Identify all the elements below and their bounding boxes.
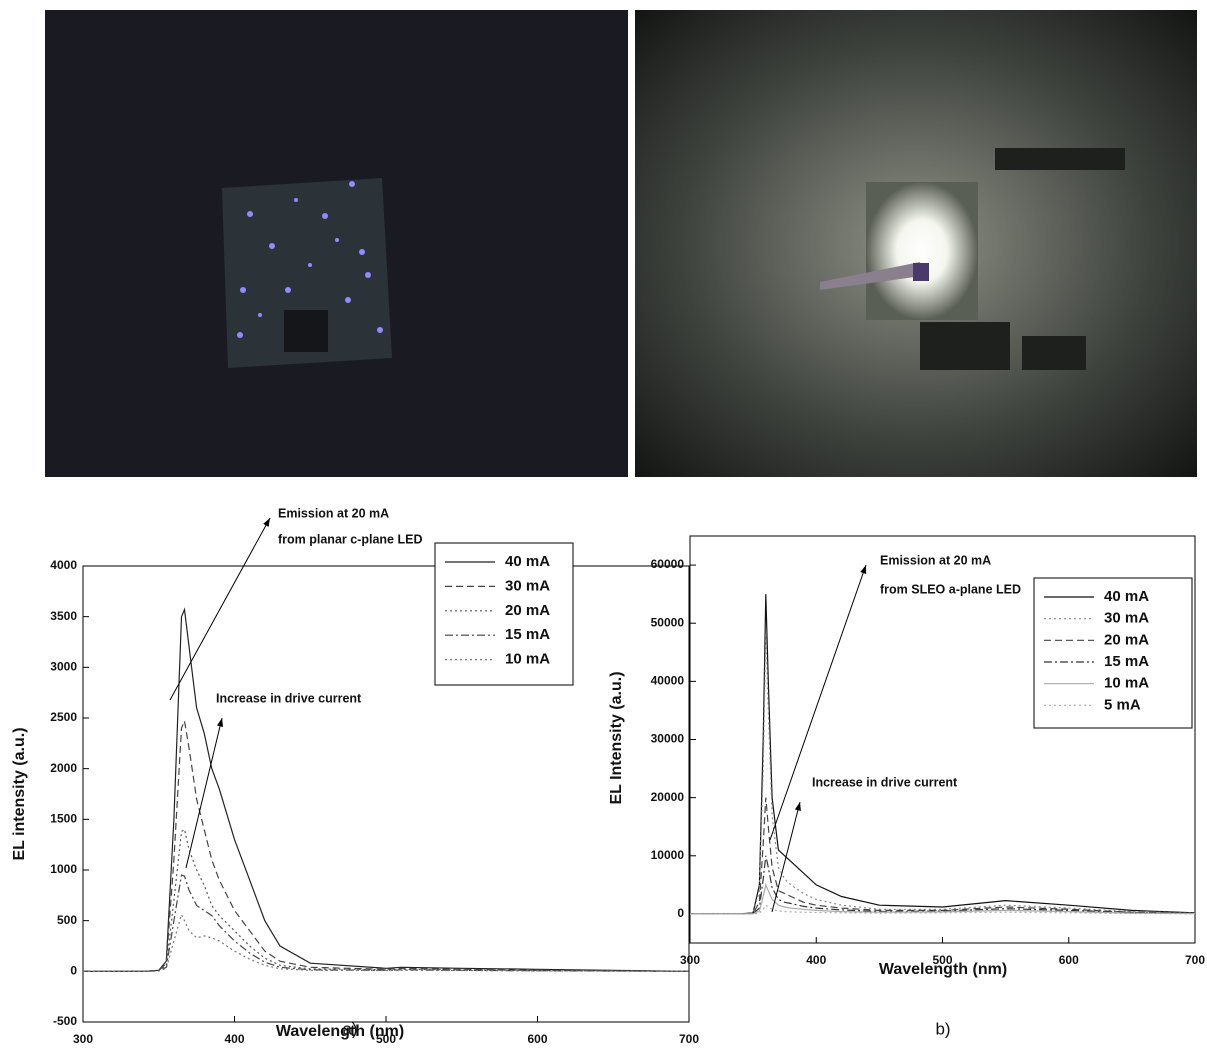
series-line — [690, 904, 1196, 915]
legend-label: 20 mA — [1104, 631, 1149, 648]
annotation-arrow — [771, 801, 801, 913]
annotation: from planar c-plane LED — [278, 532, 422, 546]
y-tick-label: -500 — [53, 1014, 77, 1028]
annotation-arrow — [769, 564, 867, 841]
x-tick-label: 300 — [73, 1032, 93, 1046]
x-tick-label: 400 — [224, 1032, 244, 1046]
photo-a-plane — [635, 10, 1197, 477]
arrow-head — [217, 718, 224, 727]
series-line — [83, 828, 690, 972]
legend-box — [434, 542, 574, 686]
y-tick-label: 2000 — [50, 761, 77, 775]
y-tick-label: 3500 — [50, 609, 77, 623]
x-axis-label: Wavelength (nm) — [276, 1023, 404, 1040]
y-axis-label: EL Intensity (a.u.) — [608, 671, 625, 804]
legend-label: 10 mA — [505, 651, 550, 668]
series-line — [690, 882, 1196, 915]
arrow-head — [794, 802, 801, 811]
x-tick-label: 600 — [527, 1032, 547, 1046]
legend-label: 15 mA — [1104, 653, 1149, 670]
annotation: Increase in drive current — [216, 691, 362, 705]
panel-label: a) — [342, 1019, 357, 1038]
y-axis-label: EL intensity (a.u.) — [11, 727, 28, 860]
x-tick-label: 700 — [1185, 953, 1205, 967]
legend-label: 10 mA — [1104, 675, 1149, 692]
series-line — [83, 912, 690, 972]
annotation: Emission at 20 mA — [278, 506, 389, 520]
legend-label: 5 mA — [1104, 696, 1141, 713]
series-line — [690, 634, 1196, 915]
x-tick-label: 400 — [806, 953, 826, 967]
legend-label: 40 mA — [505, 553, 550, 570]
series-line — [83, 874, 690, 972]
arrow-head — [860, 565, 867, 574]
legend-label: 30 mA — [505, 577, 550, 594]
y-tick-label: 20000 — [651, 790, 685, 804]
y-tick-label: 30000 — [651, 732, 685, 746]
annotation-arrow — [185, 717, 223, 869]
legend-label: 40 mA — [1104, 588, 1149, 605]
plot-frame — [82, 565, 690, 1023]
y-tick-label: 60000 — [651, 557, 685, 571]
x-tick-label: 300 — [680, 953, 700, 967]
y-tick-label: 500 — [57, 913, 77, 927]
annotation: Emission at 20 mA — [880, 553, 991, 567]
x-axis-label: Wavelength (nm) — [879, 961, 1007, 978]
x-tick-label: 600 — [1059, 953, 1079, 967]
legend-label: 30 mA — [1104, 610, 1149, 627]
annotation-arrow — [169, 517, 271, 701]
y-tick-label: 3000 — [50, 660, 77, 674]
y-tick-label: 1000 — [50, 862, 77, 876]
series-line — [83, 607, 690, 972]
panel-label: b) — [935, 1019, 950, 1038]
y-tick-label: 0 — [70, 964, 77, 978]
annotation: Increase in drive current — [812, 775, 958, 789]
y-tick-label: 4000 — [50, 558, 77, 572]
legend-label: 20 mA — [505, 602, 550, 619]
y-tick-label: 40000 — [651, 674, 685, 688]
legend-box — [1033, 577, 1193, 729]
photo-c-plane — [45, 10, 628, 477]
y-tick-label: 1500 — [50, 812, 77, 826]
y-tick-label: 10000 — [651, 848, 685, 862]
arrow-head — [263, 518, 270, 527]
x-tick-label: 500 — [376, 1032, 396, 1046]
series-line — [690, 855, 1196, 915]
x-tick-label: 500 — [932, 953, 952, 967]
x-tick-label: 700 — [679, 1032, 699, 1046]
legend-label: 15 mA — [505, 626, 550, 643]
series-line — [83, 718, 690, 972]
y-tick-label: 50000 — [651, 615, 685, 629]
annotation: from SLEO a-plane LED — [880, 582, 1021, 596]
y-tick-label: 2500 — [50, 710, 77, 724]
y-tick-label: 0 — [677, 906, 684, 920]
